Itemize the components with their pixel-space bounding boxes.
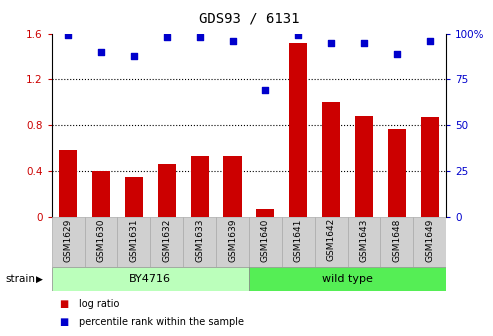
Text: ■: ■ [59,299,69,309]
Point [393,51,401,56]
Point [261,88,269,93]
Text: BY4716: BY4716 [129,274,172,284]
Bar [183,217,216,267]
Point [360,40,368,45]
Bar [289,43,307,217]
Bar [282,217,315,267]
Bar [85,217,117,267]
Bar [315,217,348,267]
Bar [249,267,446,291]
Text: ▶: ▶ [35,275,42,284]
Text: GDS93 / 6131: GDS93 / 6131 [199,12,299,26]
Text: GSM1633: GSM1633 [195,218,204,262]
Bar [216,217,249,267]
Text: GSM1642: GSM1642 [327,218,336,261]
Text: GSM1639: GSM1639 [228,218,237,262]
Bar [413,217,446,267]
Text: GSM1640: GSM1640 [261,218,270,262]
Text: GSM1649: GSM1649 [425,218,434,262]
Text: log ratio: log ratio [79,299,119,309]
Bar [355,116,373,217]
Bar [92,171,110,217]
Bar [421,117,439,217]
Point [163,35,171,40]
Bar [52,217,85,267]
Bar [117,217,150,267]
Bar [223,156,242,217]
Bar [249,217,282,267]
Point [327,40,335,45]
Bar [158,164,176,217]
Bar [381,217,413,267]
Bar [52,267,249,291]
Point [229,38,237,44]
Bar [191,156,209,217]
Bar [348,217,381,267]
Bar [150,217,183,267]
Bar [256,209,275,217]
Text: GSM1643: GSM1643 [359,218,368,262]
Point [97,49,105,54]
Bar [59,150,77,217]
Text: percentile rank within the sample: percentile rank within the sample [79,317,244,327]
Text: ■: ■ [59,317,69,327]
Bar [388,129,406,217]
Text: GSM1632: GSM1632 [162,218,171,262]
Point [426,38,434,44]
Text: strain: strain [5,274,35,284]
Point [64,33,72,38]
Text: wild type: wild type [322,274,373,284]
Point [196,35,204,40]
Text: GSM1630: GSM1630 [97,218,106,262]
Text: GSM1629: GSM1629 [64,218,72,262]
Text: GSM1648: GSM1648 [392,218,401,262]
Bar [125,177,143,217]
Text: GSM1631: GSM1631 [130,218,139,262]
Point [130,53,138,58]
Point [294,33,302,38]
Text: GSM1641: GSM1641 [294,218,303,262]
Bar [322,102,340,217]
